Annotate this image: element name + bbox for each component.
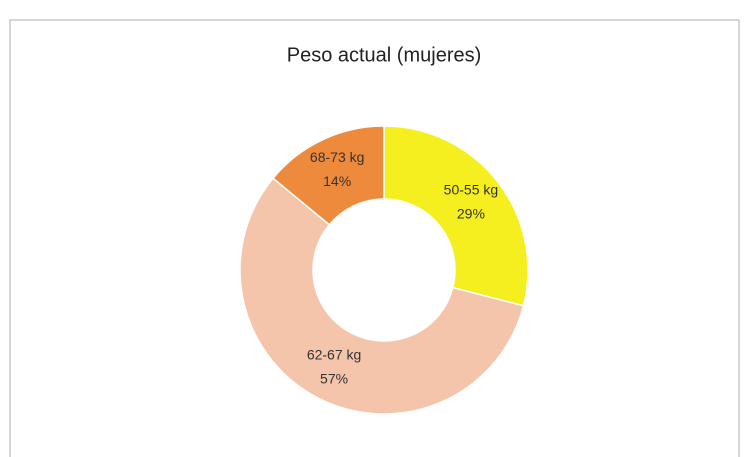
slice-value-label: 57% [320,371,348,387]
slice-value-label: 29% [457,205,485,221]
slice-label: 50-55 kg [444,181,498,197]
slice-label: 62-67 kg [307,347,361,363]
chart-title: Peso actual (mujeres) [287,44,482,66]
donut-slice [383,125,529,307]
donut-slice [271,125,385,226]
slice-value-label: 14% [323,173,351,189]
donut-slice [239,177,525,415]
slice-label: 68-73 kg [310,149,364,165]
